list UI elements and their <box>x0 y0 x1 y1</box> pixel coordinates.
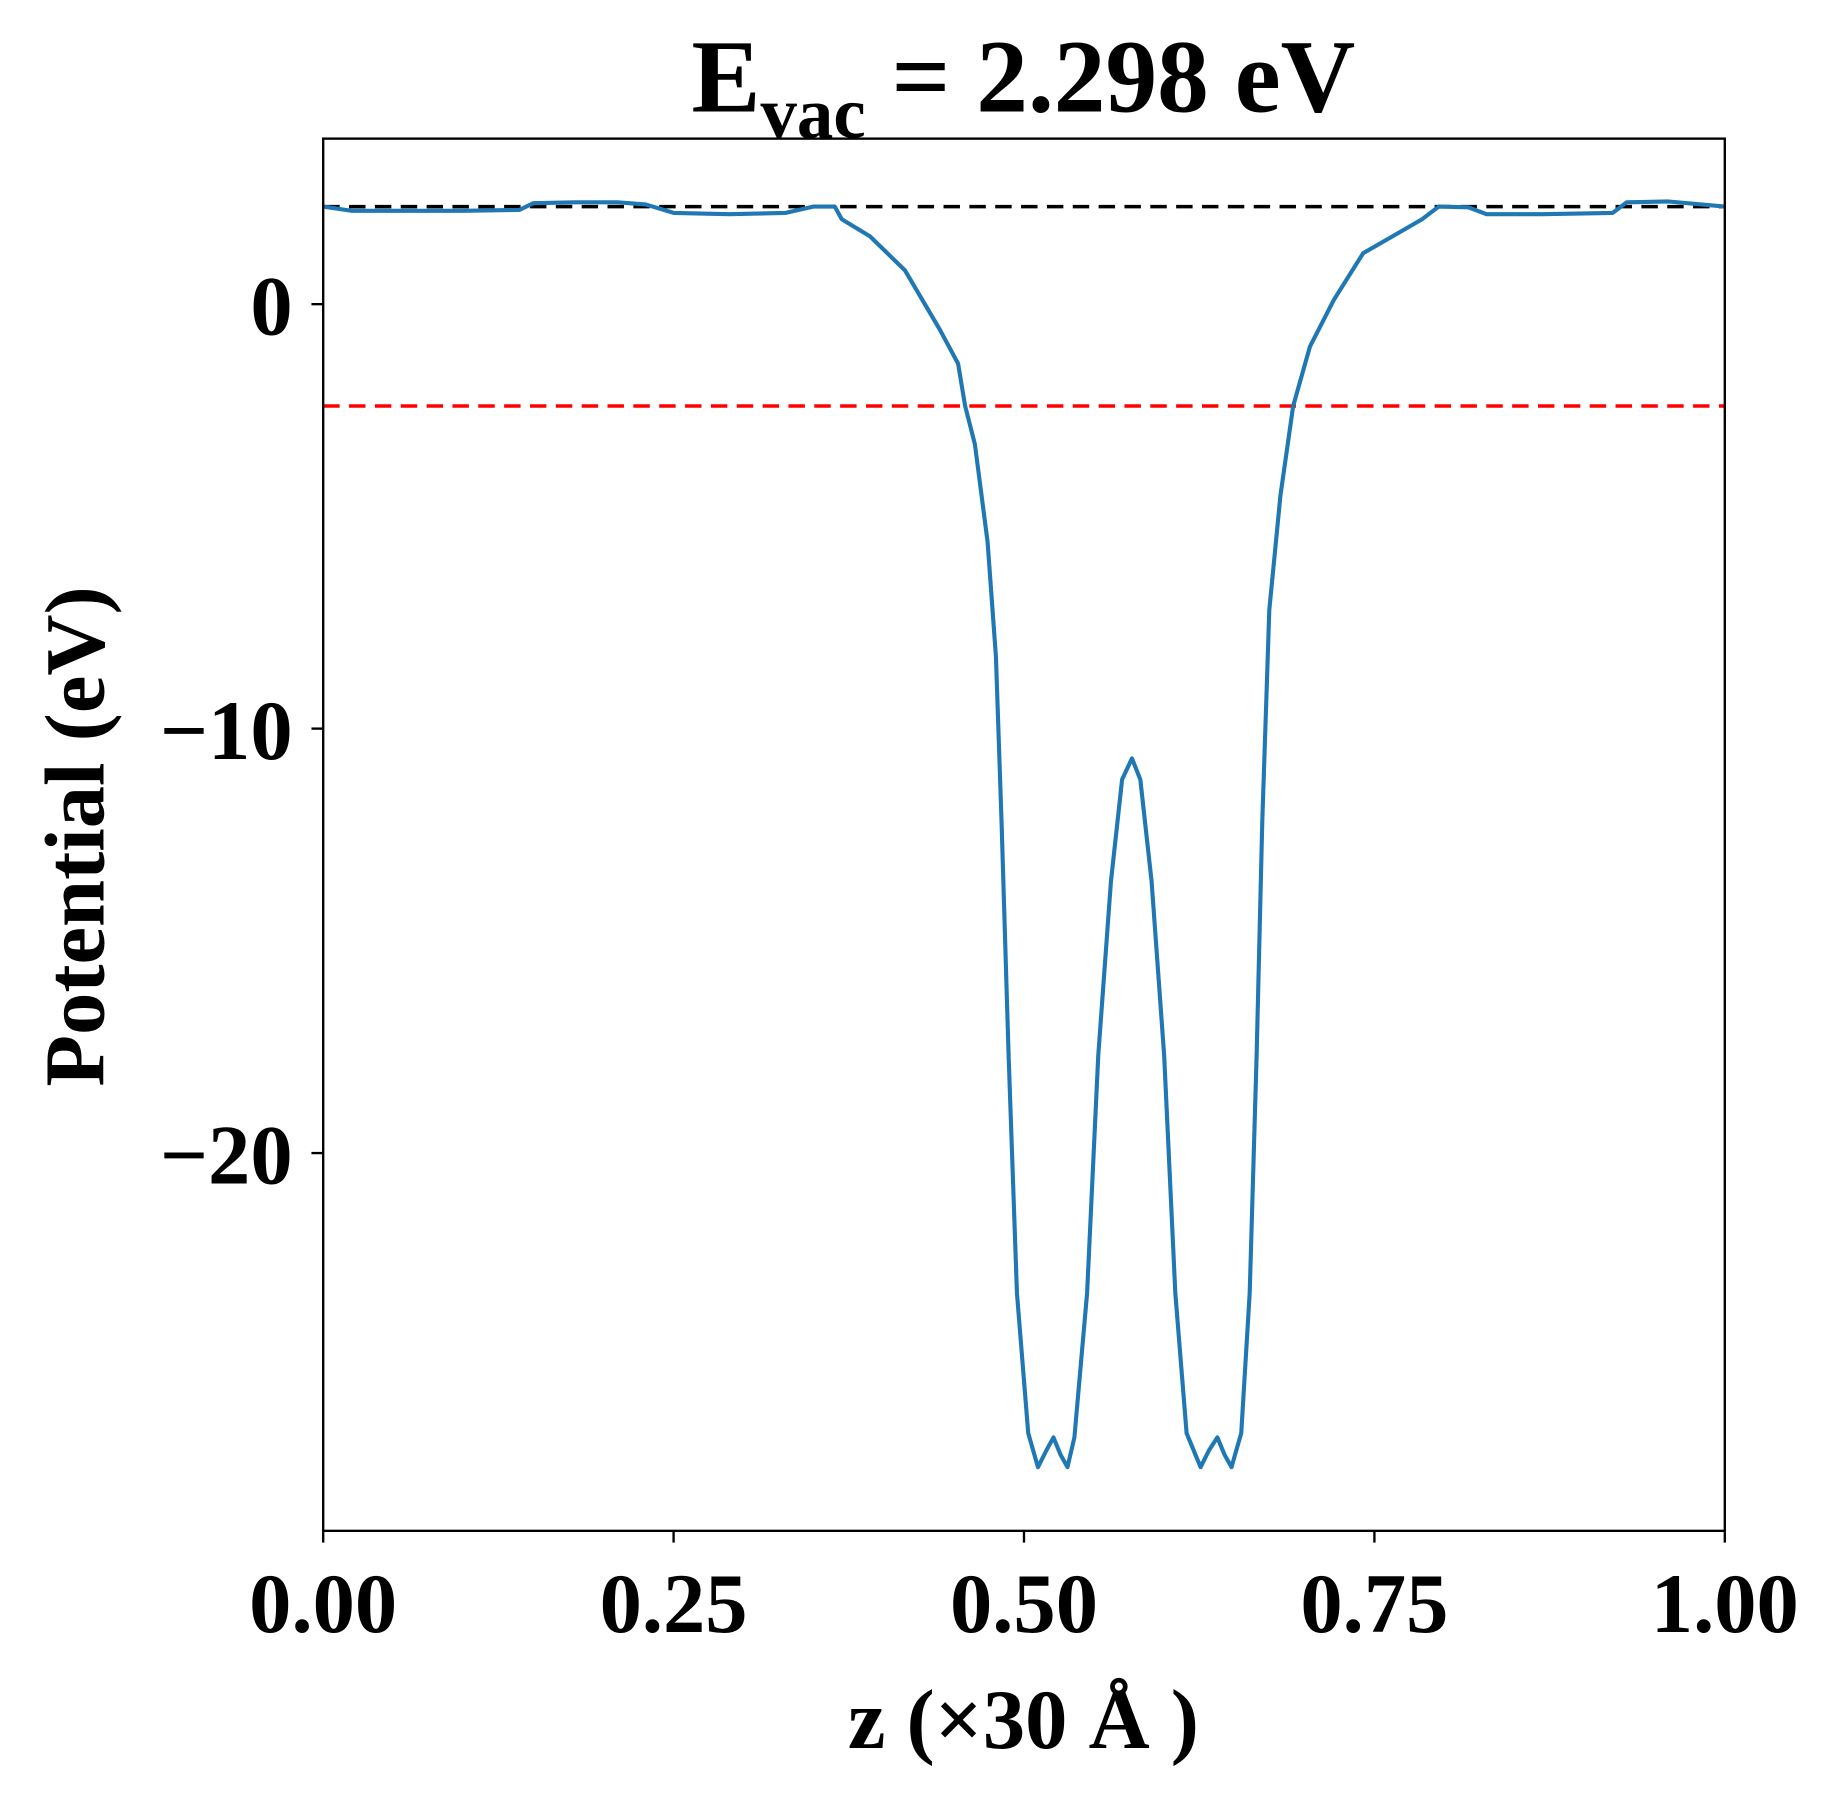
x-tick-label: 0.25 <box>600 1558 748 1651</box>
x-tick-label: 0.00 <box>249 1558 397 1651</box>
y-axis: 0 −10 −20 <box>160 261 324 1203</box>
title-suffix: = 2.298 eV <box>866 21 1356 135</box>
x-tick-label: 0.75 <box>1300 1558 1448 1651</box>
chart-title: Evac = 2.298 eV <box>692 21 1356 154</box>
x-tick-label: 0.50 <box>950 1558 1098 1651</box>
series-line-0 <box>322 199 1725 1470</box>
title-main: E <box>692 21 761 135</box>
x-tick-label: 1.00 <box>1651 1558 1799 1651</box>
title-subscript: vac <box>761 72 866 153</box>
x-axis-label: z (×30 Å ) <box>848 1674 1199 1767</box>
y-tick-label: −10 <box>160 685 293 778</box>
y-tick-label: 0 <box>250 261 292 354</box>
x-axis: 0.00 0.25 0.50 0.75 1.00 <box>249 1530 1799 1651</box>
y-axis-label: Potential (eV) <box>30 586 123 1086</box>
y-tick-label: −20 <box>160 1110 293 1203</box>
axes-frame <box>322 137 1726 1533</box>
plot-area <box>322 199 1725 1470</box>
